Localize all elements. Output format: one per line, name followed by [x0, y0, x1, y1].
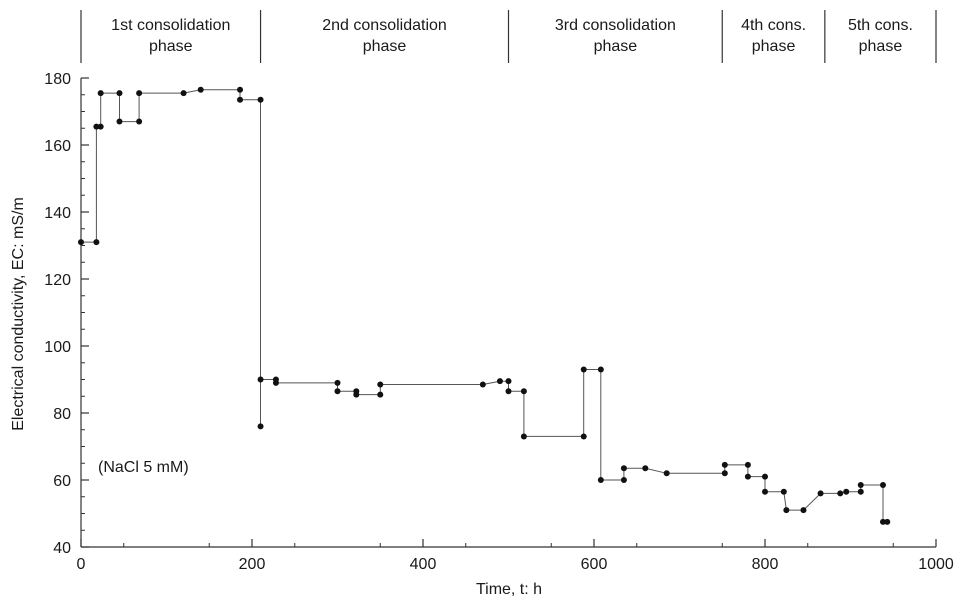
- data-point: [857, 488, 864, 495]
- data-point: [257, 376, 264, 383]
- data-point: [800, 507, 807, 514]
- data-point: [377, 381, 384, 388]
- data-point: [353, 391, 360, 398]
- data-point: [817, 490, 824, 497]
- data-point: [879, 518, 886, 525]
- phase-label-line2: phase: [363, 38, 407, 55]
- phase-label-line2: phase: [752, 38, 796, 55]
- x-tick-label: 400: [410, 556, 437, 573]
- phase-label-line1: 1st consolidation: [111, 17, 230, 34]
- data-point: [180, 90, 187, 97]
- data-point: [857, 482, 864, 489]
- y-tick-label: 60: [53, 473, 71, 490]
- data-point: [272, 379, 279, 386]
- y-tick-label: 140: [44, 205, 71, 222]
- data-point: [884, 518, 891, 525]
- data-point: [257, 423, 264, 430]
- data-point: [505, 388, 512, 395]
- data-point: [78, 239, 84, 246]
- x-tick-label: 600: [581, 556, 608, 573]
- data-point: [237, 86, 244, 93]
- phase-label-line1: 3rd consolidation: [555, 17, 676, 34]
- y-tick-label: 120: [44, 272, 71, 289]
- data-point: [136, 118, 143, 125]
- data-point: [597, 366, 604, 373]
- data-point: [479, 381, 486, 388]
- data-point: [257, 96, 264, 103]
- data-point: [116, 90, 123, 97]
- data-point: [762, 488, 768, 495]
- data-point: [97, 123, 104, 130]
- data-point: [505, 378, 512, 385]
- x-tick-label: 800: [752, 556, 779, 573]
- data-point: [197, 86, 204, 93]
- annotation-nacl: (NaCl 5 mM): [98, 459, 189, 476]
- y-tick-label: 180: [44, 71, 71, 88]
- data-point: [879, 482, 886, 489]
- phase-label-line2: phase: [859, 38, 903, 55]
- x-tick-label: 0: [77, 556, 86, 573]
- x-tick-label: 1000: [918, 556, 954, 573]
- y-tick-label: 100: [44, 339, 71, 356]
- data-point: [642, 465, 649, 472]
- phase-label-line1: 2nd consolidation: [322, 17, 447, 34]
- data-point: [783, 507, 790, 514]
- data-point: [580, 366, 587, 373]
- series-line: [81, 89, 888, 523]
- phase-label-line2: phase: [149, 38, 193, 55]
- data-point: [496, 378, 503, 385]
- data-point: [620, 477, 627, 483]
- data-point: [520, 433, 527, 440]
- data-point: [837, 490, 844, 497]
- data-point: [116, 118, 123, 125]
- x-axis-label: Time, t: h: [476, 581, 542, 598]
- data-point: [663, 470, 670, 477]
- data-point: [780, 488, 787, 495]
- phase-band: 1st consolidation phase 2nd consolidation p…: [80, 10, 937, 63]
- data-point: [721, 470, 728, 477]
- y-tick-label: 160: [44, 138, 71, 155]
- data-point: [744, 461, 751, 468]
- y-axis-label: Electrical conductivity, EC: mS/m: [10, 197, 27, 431]
- y-tick-label: 80: [53, 406, 71, 423]
- data-point: [620, 465, 627, 472]
- data-point: [520, 388, 527, 395]
- axes: 0 200 400 600 800 1000 40 60 80 100 120 140 160 180: [44, 71, 954, 573]
- data-point: [237, 96, 244, 103]
- x-tick-label: 200: [239, 556, 266, 573]
- data-point: [762, 473, 768, 480]
- data-point: [136, 90, 143, 97]
- data-point: [93, 239, 100, 246]
- phase-label-line1: 5th cons.: [848, 17, 913, 34]
- data-point: [97, 90, 104, 97]
- data-point: [597, 477, 604, 483]
- phase-label-line2: phase: [594, 38, 638, 55]
- y-tick-label: 40: [53, 540, 71, 557]
- data-point: [334, 388, 341, 395]
- series-ec: [78, 86, 891, 525]
- data-point: [377, 391, 384, 398]
- data-point: [744, 473, 751, 480]
- data-point: [93, 123, 100, 130]
- phase-label-line1: 4th cons.: [741, 17, 806, 34]
- data-point: [334, 379, 341, 386]
- data-point: [580, 433, 587, 440]
- data-point: [843, 488, 850, 495]
- data-point: [721, 461, 728, 468]
